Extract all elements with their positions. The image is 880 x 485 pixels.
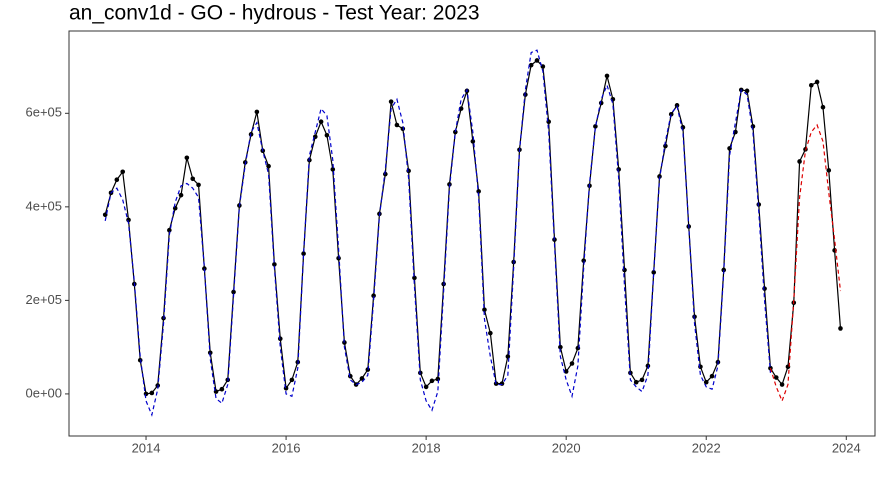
- data-point: [202, 266, 207, 271]
- data-point: [266, 163, 271, 169]
- data-point: [639, 377, 645, 383]
- data-point: [254, 109, 260, 115]
- data-point: [593, 124, 598, 129]
- data-point: [318, 119, 324, 125]
- data-point: [779, 382, 785, 387]
- data-point: [528, 62, 534, 68]
- data-point: [406, 168, 411, 174]
- data-point: [476, 189, 481, 194]
- data-point: [120, 169, 126, 175]
- data-point: [149, 390, 155, 396]
- data-point: [499, 381, 505, 386]
- data-point: [272, 262, 277, 267]
- data-point: [172, 205, 178, 211]
- data-point: [435, 376, 441, 382]
- x-tick-label: 2024: [832, 440, 861, 455]
- data-point: [744, 88, 750, 94]
- data-point: [633, 379, 639, 385]
- data-point: [388, 99, 394, 104]
- y-tick-label: 4e+05: [25, 198, 62, 213]
- x-tick-label: 2016: [272, 440, 301, 455]
- data-point: [359, 376, 365, 381]
- data-point: [820, 104, 826, 110]
- data-point: [558, 344, 563, 350]
- data-point: [219, 386, 225, 392]
- data-point: [301, 251, 306, 256]
- data-point: [196, 182, 201, 188]
- data-point: [604, 73, 610, 79]
- data-point: [453, 129, 458, 135]
- data-point: [768, 365, 773, 371]
- data-point: [534, 58, 540, 63]
- y-tick-label: 6e+05: [25, 105, 62, 120]
- data-point: [826, 168, 832, 173]
- data-point: [616, 167, 622, 172]
- series-line: [104, 49, 772, 417]
- chart-title: an_conv1d - GO - hydrous - Test Year: 20…: [69, 2, 480, 25]
- x-tick-label: 2018: [412, 440, 441, 455]
- data-point: [797, 159, 802, 164]
- data-point: [324, 132, 330, 138]
- x-tick-label: 2020: [552, 440, 581, 455]
- data-point: [569, 361, 575, 366]
- data-point: [126, 217, 131, 223]
- data-point: [371, 293, 376, 298]
- data-point: [482, 307, 487, 313]
- data-point: [581, 258, 586, 263]
- data-point: [289, 377, 295, 383]
- data-point: [412, 275, 417, 281]
- panel-border: [68, 30, 876, 437]
- data-point: [184, 155, 190, 161]
- x-tick-label: 2022: [692, 440, 721, 455]
- data-point: [143, 391, 149, 397]
- data-point: [505, 354, 511, 359]
- data-point: [330, 167, 336, 172]
- data-point: [114, 177, 120, 183]
- x-tick-label: 2014: [132, 440, 161, 455]
- data-point: [814, 79, 820, 85]
- data-point: [470, 139, 476, 144]
- y-tick-label: 0e+00: [25, 385, 62, 400]
- data-point: [838, 326, 843, 331]
- data-point: [668, 111, 674, 117]
- data-point: [283, 385, 289, 391]
- data-point: [651, 270, 657, 275]
- data-point: [773, 375, 779, 380]
- y-tick-label: 2e+05: [25, 292, 62, 307]
- data-point: [277, 336, 283, 342]
- data-point: [429, 378, 435, 384]
- data-point: [622, 267, 627, 273]
- data-point: [762, 286, 767, 291]
- data-point: [703, 379, 709, 385]
- data-point: [808, 82, 814, 88]
- data-point: [750, 124, 756, 129]
- data-point: [709, 373, 715, 379]
- data-point: [423, 384, 429, 390]
- data-point: [190, 176, 196, 182]
- data-point: [178, 192, 184, 198]
- data-point: [231, 289, 236, 295]
- data-point: [347, 373, 353, 379]
- data-point: [394, 122, 400, 128]
- data-point: [488, 330, 493, 336]
- data-point: [563, 369, 569, 374]
